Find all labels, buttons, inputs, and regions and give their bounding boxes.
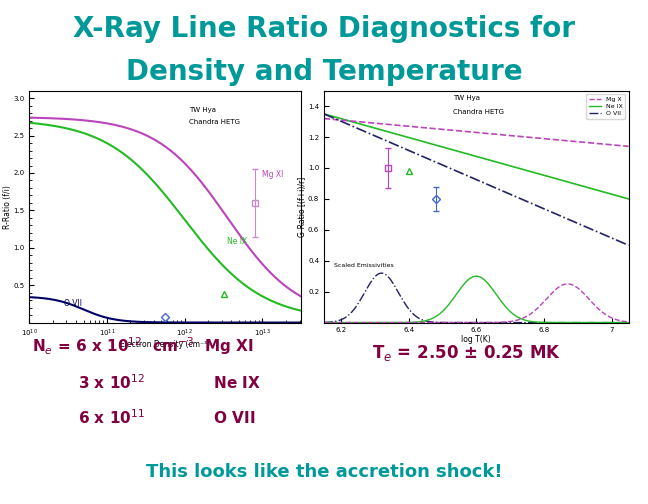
Y-axis label: R-Ratio (f/i): R-Ratio (f/i) [3, 184, 12, 229]
Text: T$_e$ = 2.50 ± 0.25 MK: T$_e$ = 2.50 ± 0.25 MK [372, 343, 561, 363]
Text: Chandra HETG: Chandra HETG [189, 119, 240, 125]
X-axis label: log T(K): log T(K) [461, 335, 491, 344]
Text: O VII: O VII [64, 299, 82, 308]
X-axis label: Electron Density (cm⁻³): Electron Density (cm⁻³) [120, 340, 211, 349]
Legend: Mg X, Ne IX, O VII: Mg X, Ne IX, O VII [586, 94, 625, 119]
Text: Chandra HETG: Chandra HETG [452, 109, 503, 115]
Text: Density and Temperature: Density and Temperature [126, 58, 522, 86]
Text: 6 x 10$^{11}$             O VII: 6 x 10$^{11}$ O VII [78, 408, 255, 427]
Text: Ne IX: Ne IX [227, 237, 248, 246]
Text: N$_e$ = 6 x 10$^{12}$  cm$^{-3}$  Mg XI: N$_e$ = 6 x 10$^{12}$ cm$^{-3}$ Mg XI [32, 335, 254, 357]
Y-axis label: G-Ratio [(f+i)/r]: G-Ratio [(f+i)/r] [297, 176, 307, 237]
Text: Mg XI: Mg XI [262, 170, 284, 179]
Text: X-Ray Line Ratio Diagnostics for: X-Ray Line Ratio Diagnostics for [73, 15, 575, 43]
Text: TW Hya: TW Hya [189, 107, 216, 113]
Text: 3 x 10$^{12}$             Ne IX: 3 x 10$^{12}$ Ne IX [78, 373, 260, 392]
Text: This looks like the accretion shock!: This looks like the accretion shock! [146, 463, 502, 481]
Text: TW Hya: TW Hya [452, 95, 480, 101]
Text: Scaled Emissivities: Scaled Emissivities [334, 263, 394, 268]
